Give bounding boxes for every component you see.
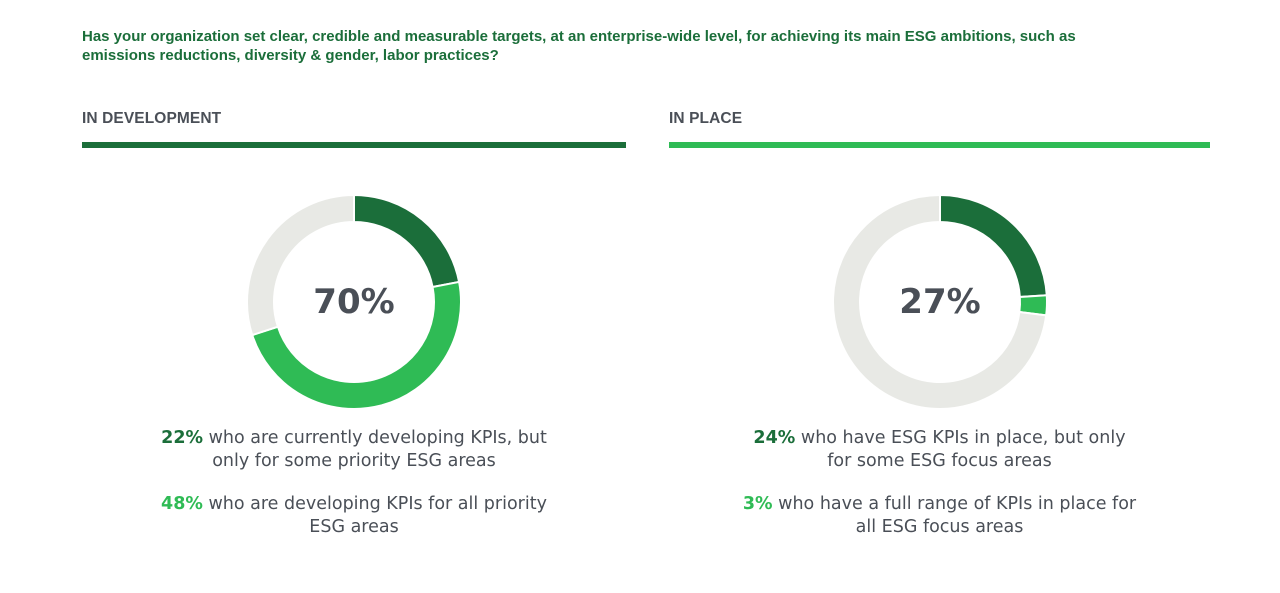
caption-all-areas: 3% who have a full range of KPIs in plac… <box>740 493 1140 539</box>
caption-percent: 48% <box>161 494 203 514</box>
panel-heading: IN PLACE <box>669 110 743 127</box>
caption-all-areas: 48% who are developing KPIs for all prio… <box>144 493 564 539</box>
donut-segment <box>832 193 1048 410</box>
panel-in-place: IN PLACE 27% 24% who have ESG KPIs in pl… <box>669 108 1210 537</box>
captions: 24% who have ESG KPIs in place, but only… <box>669 427 1210 559</box>
heading-underline-bar <box>82 142 626 148</box>
panel-heading: IN DEVELOPMENT <box>82 110 222 127</box>
caption-text: who have a full range of KPIs in place f… <box>772 494 1137 537</box>
donut-segment <box>246 193 355 337</box>
donut-center-label: 70% <box>313 282 395 322</box>
heading-underline-bar <box>669 142 1210 148</box>
caption-percent: 24% <box>753 428 796 448</box>
caption-text: who are developing KPIs for all priority… <box>202 494 547 537</box>
caption-text: who have ESG KPIs in place, but only for… <box>795 428 1126 471</box>
donut-chart: 27% <box>830 192 1050 412</box>
donut-chart: 70% <box>244 192 464 412</box>
caption-percent: 22% <box>161 428 204 448</box>
caption-text: who are currently developing KPIs, but o… <box>203 428 547 471</box>
caption-some-areas: 22% who are currently developing KPIs, b… <box>144 427 564 473</box>
donut-svg <box>246 193 462 410</box>
panel-in-development: IN DEVELOPMENT 70% 22% who are currently… <box>82 108 626 537</box>
caption-some-areas: 24% who have ESG KPIs in place, but only… <box>740 427 1140 473</box>
caption-percent: 3% <box>742 494 773 514</box>
donut-center-label: 27% <box>899 282 981 322</box>
survey-question: Has your organization set clear, credibl… <box>82 28 1076 64</box>
donut-segment <box>250 280 462 410</box>
donut-svg <box>832 193 1048 410</box>
captions: 22% who are currently developing KPIs, b… <box>82 427 626 559</box>
